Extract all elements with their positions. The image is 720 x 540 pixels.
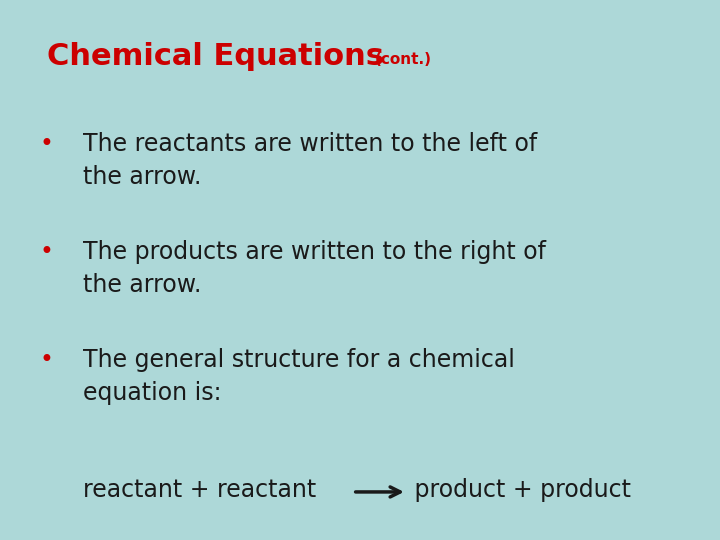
Text: The general structure for a chemical
equation is:: The general structure for a chemical equ…	[83, 348, 515, 405]
Text: •: •	[40, 240, 54, 264]
Text: The reactants are written to the left of
the arrow.: The reactants are written to the left of…	[83, 132, 537, 189]
Text: (cont.): (cont.)	[374, 52, 431, 67]
Text: Chemical Equations: Chemical Equations	[47, 42, 384, 71]
Text: product + product: product + product	[407, 478, 631, 502]
Text: •: •	[40, 348, 54, 372]
Text: reactant + reactant: reactant + reactant	[83, 478, 323, 502]
Text: The products are written to the right of
the arrow.: The products are written to the right of…	[83, 240, 546, 297]
Text: •: •	[40, 132, 54, 156]
